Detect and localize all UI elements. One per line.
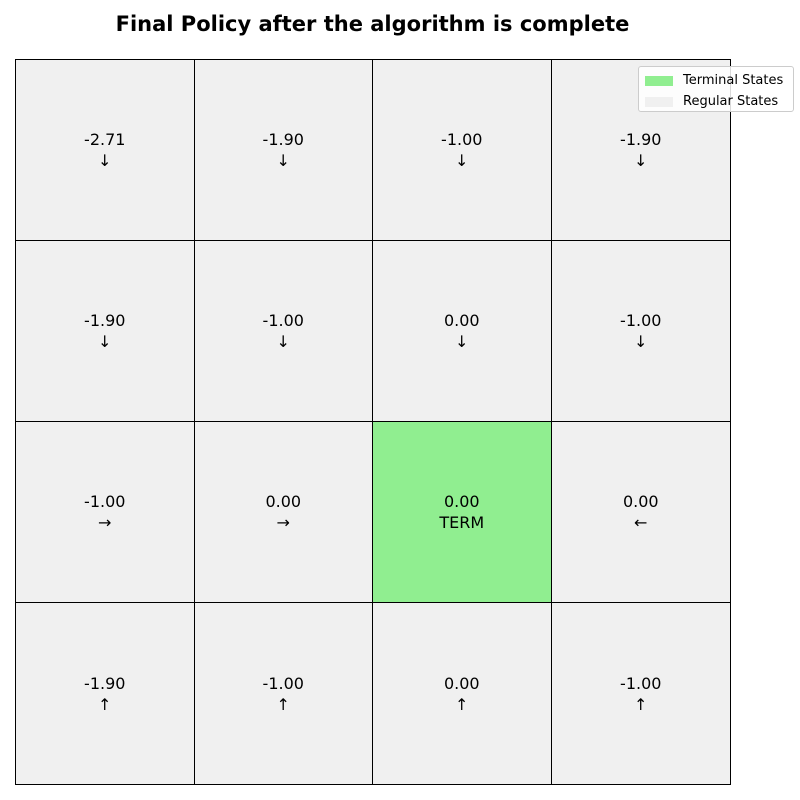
- state-value: -1.90: [84, 311, 126, 330]
- state-value: 0.00: [443, 311, 480, 330]
- state-value: -1.90: [262, 130, 304, 149]
- state-cell: -1.00 ↓: [551, 241, 730, 422]
- state-cell: -1.00 ↑: [194, 603, 373, 784]
- state-value: 0.00: [622, 492, 659, 511]
- regular-swatch: [645, 96, 673, 107]
- state-value: -1.00: [262, 311, 304, 330]
- policy-arrow: ↑: [455, 694, 469, 714]
- terminal-label: TERM: [439, 513, 485, 532]
- state-value: -1.00: [620, 311, 662, 330]
- legend-item-terminal: Terminal States: [645, 70, 787, 91]
- policy-arrow: ↓: [455, 151, 469, 170]
- state-value: -1.00: [84, 492, 126, 511]
- state-cell: -1.00 ↓: [373, 60, 552, 241]
- legend-item-regular: Regular States: [645, 91, 787, 112]
- state-value: -1.90: [620, 130, 662, 149]
- state-cell: -1.90 ↓: [194, 60, 373, 241]
- policy-arrow: ↓: [98, 151, 112, 170]
- policy-arrow: ↓: [276, 332, 290, 351]
- state-value: -1.00: [620, 673, 662, 693]
- state-cell: -1.00 ↑: [551, 603, 730, 784]
- policy-arrow: ↑: [634, 694, 648, 714]
- policy-arrow: ↓: [455, 332, 469, 351]
- legend: Terminal States Regular States: [638, 66, 794, 112]
- legend-label-regular: Regular States: [683, 94, 779, 109]
- state-cell: -2.71 ↓: [16, 60, 195, 241]
- state-value: -1.00: [262, 673, 304, 693]
- policy-arrow: ↓: [634, 151, 648, 170]
- diagram-title: Final Policy after the algorithm is comp…: [115, 12, 630, 36]
- state-value: 0.00: [265, 492, 302, 511]
- state-value: 0.00: [443, 673, 480, 693]
- terminal-swatch: [645, 75, 673, 86]
- state-value: 0.00: [443, 492, 480, 511]
- legend-label-terminal: Terminal States: [683, 73, 784, 88]
- state-cell: 0.00 ↓: [373, 241, 552, 422]
- state-cell: -1.90 ↓: [16, 241, 195, 422]
- state-cell: 0.00 →: [194, 422, 373, 603]
- policy-arrow: ↓: [276, 151, 290, 170]
- state-value: -1.00: [441, 130, 483, 149]
- policy-arrow: →: [276, 513, 290, 532]
- state-cell: 0.00 ↑: [373, 603, 552, 784]
- policy-grid: -2.71 ↓ -1.90 ↓ -1.00 ↓ -1.90 ↓ -1.90 ↓ -1.00 ↓ 0.00…: [15, 59, 731, 785]
- state-cell: -1.90 ↑: [16, 603, 195, 784]
- state-value: -1.90: [84, 673, 126, 693]
- state-cell: -1.00 →: [16, 422, 195, 603]
- terminal-state-cell: 0.00 TERM: [373, 422, 552, 603]
- state-cell: -1.00 ↓: [194, 241, 373, 422]
- state-value: -2.71: [84, 130, 126, 149]
- policy-arrow: ←: [634, 513, 648, 532]
- policy-arrow: ↑: [98, 694, 112, 714]
- policy-arrow: ↑: [276, 694, 290, 714]
- policy-arrow: ↓: [634, 332, 648, 351]
- policy-arrow: ↓: [98, 332, 112, 351]
- state-cell: 0.00 ←: [551, 422, 730, 603]
- policy-arrow: →: [98, 513, 112, 532]
